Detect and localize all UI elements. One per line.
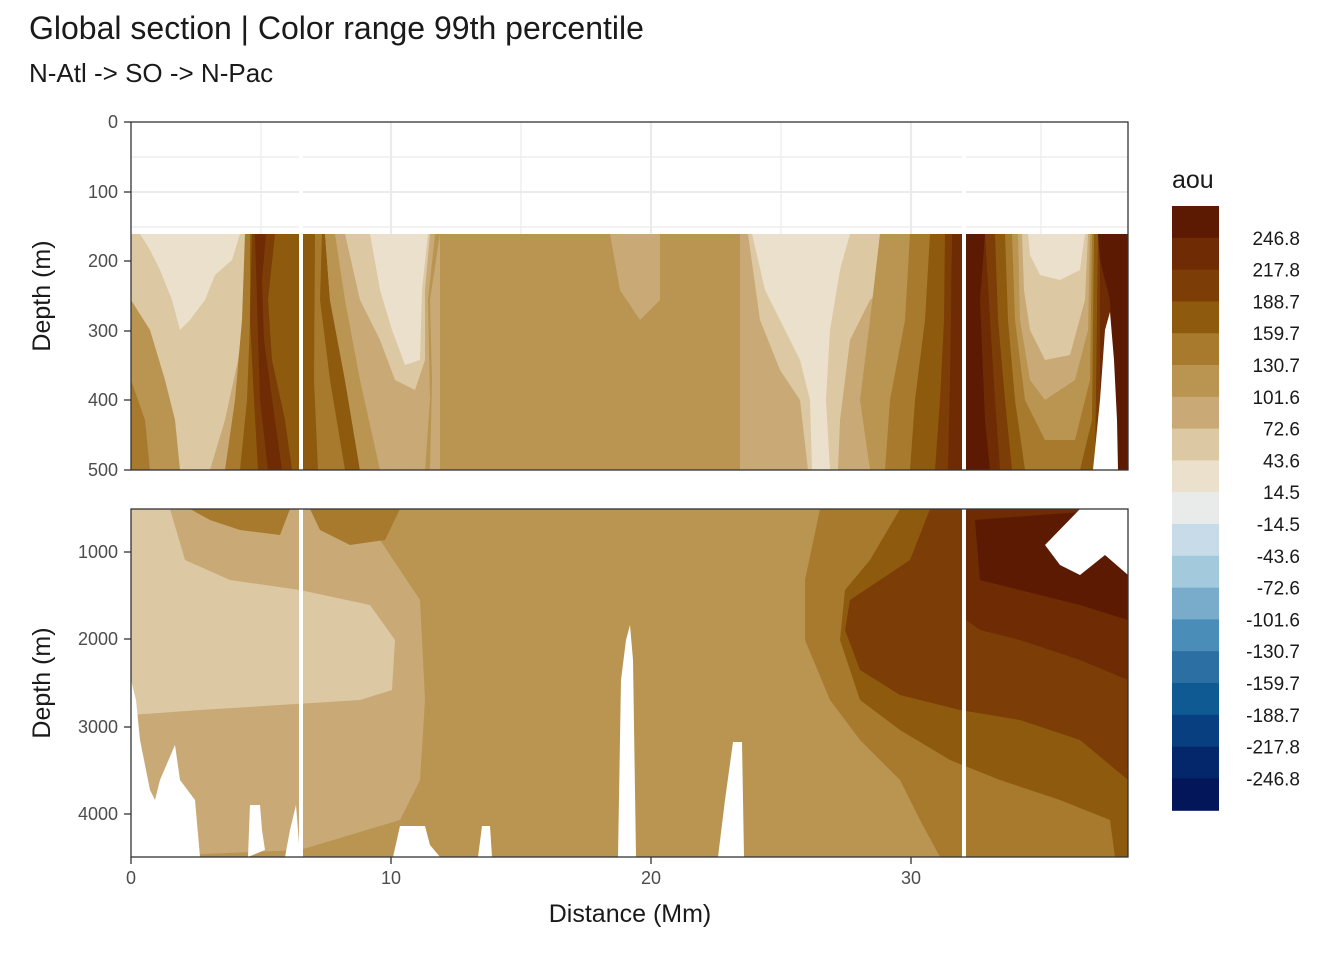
x-tick-label: 10	[381, 868, 401, 888]
contour-band	[131, 509, 395, 715]
y-tick-label: 1000	[78, 542, 118, 562]
legend-label: -130.7	[1246, 642, 1300, 663]
legend-swatch	[1172, 778, 1219, 811]
contour-band	[752, 234, 850, 470]
legend-label: 43.6	[1263, 451, 1300, 472]
legend-label: -188.7	[1246, 706, 1300, 727]
contour-band	[966, 234, 990, 470]
contour-band	[314, 234, 345, 470]
y-tick-label: 4000	[78, 804, 118, 824]
legend-label: -72.6	[1257, 579, 1300, 600]
legend-swatch	[1172, 492, 1219, 525]
section-gap	[299, 122, 303, 470]
y-tick-label: 0	[108, 112, 118, 132]
legend-label: 14.5	[1263, 483, 1300, 504]
x-tick-label: 20	[641, 868, 661, 888]
top-y-axis: 0 100 200 300 400 500	[88, 112, 131, 480]
legend-swatch	[1172, 365, 1219, 398]
missing-data	[618, 625, 636, 857]
legend-colorbar	[1172, 206, 1219, 811]
contour-band	[610, 234, 660, 320]
top-panel: 0 100 200 300 400 500 Depth (m)	[28, 112, 1129, 480]
legend-label: 159.7	[1252, 324, 1300, 345]
chart-title: Global section | Color range 99th percen…	[29, 10, 644, 46]
legend-label: 101.6	[1252, 388, 1300, 409]
contour-band	[948, 234, 962, 470]
legend-label: -246.8	[1246, 769, 1300, 790]
legend-label: 130.7	[1252, 356, 1300, 377]
legend-label: 188.7	[1252, 292, 1300, 313]
y-axis-title: Depth (m)	[28, 240, 56, 351]
legend-swatch	[1172, 555, 1219, 589]
missing-data	[1045, 509, 1128, 575]
y-tick-label: 3000	[78, 717, 118, 737]
section-gap	[962, 122, 966, 470]
y-tick-label: 100	[88, 182, 118, 202]
x-axis: 0 10 20 30	[126, 857, 921, 888]
y-tick-label: 500	[88, 460, 118, 480]
x-axis-title: Distance (Mm)	[549, 900, 712, 928]
legend-swatch	[1172, 746, 1219, 779]
y-tick-label: 200	[88, 251, 118, 271]
legend-label: -217.8	[1246, 738, 1300, 759]
legend-swatch	[1172, 396, 1219, 430]
legend-label: -159.7	[1246, 674, 1300, 695]
y-tick-label: 2000	[78, 629, 118, 649]
legend-label: -43.6	[1257, 547, 1300, 568]
contour-band	[190, 509, 290, 535]
top-contour-field	[131, 122, 1128, 470]
legend-label: 246.8	[1252, 229, 1300, 250]
bottom-y-axis: 1000 2000 3000 4000	[78, 542, 131, 824]
legend-label: -14.5	[1257, 515, 1300, 536]
x-tick-label: 30	[901, 868, 921, 888]
legend-swatch	[1172, 460, 1219, 493]
section-gap	[962, 509, 966, 857]
missing-data	[718, 742, 744, 857]
legend-label: 72.6	[1263, 420, 1300, 441]
bottom-panel: 1000 2000 3000 4000 Depth (m) 0 10 20 30…	[28, 508, 1129, 928]
y-tick-label: 300	[88, 321, 118, 341]
legend-swatch	[1172, 714, 1219, 748]
legend-swatch	[1172, 619, 1219, 652]
contour-band	[140, 234, 240, 330]
section-gap	[299, 509, 303, 857]
contour-band	[131, 380, 150, 470]
contour-band	[370, 234, 428, 365]
missing-data	[131, 680, 200, 857]
y-tick-label: 400	[88, 390, 118, 410]
legend-swatch	[1172, 333, 1219, 366]
legend-swatch	[1172, 428, 1219, 461]
legend-swatch	[1172, 683, 1219, 716]
legend-swatch	[1172, 651, 1219, 684]
legend-title: aou	[1172, 166, 1214, 194]
legend-swatch	[1172, 301, 1219, 334]
legend-label: -101.6	[1246, 610, 1300, 631]
legend-labels: 246.8 217.8 188.7 159.7 130.7 101.6 72.6 43.6 14…	[1246, 229, 1300, 791]
legend-swatch	[1172, 269, 1219, 302]
missing-data	[393, 826, 440, 857]
legend-label: 217.8	[1252, 261, 1300, 282]
legend-swatch	[1172, 587, 1219, 620]
contour-band	[310, 509, 400, 545]
x-tick-label: 0	[126, 868, 136, 888]
legend-swatch	[1172, 524, 1219, 557]
missing-data	[478, 826, 492, 857]
missing-data	[248, 805, 265, 857]
legend-swatch	[1172, 206, 1219, 239]
bottom-contour-field	[131, 509, 1128, 857]
legend-swatch	[1172, 237, 1219, 271]
legend: aou 246.8 217.8 188.7 159.7 130.7 101.6 72.6 43…	[1172, 166, 1300, 811]
chart-subtitle: N-Atl -> SO -> N-Pac	[29, 58, 274, 88]
missing-data	[1093, 312, 1118, 470]
contour-band	[1028, 234, 1085, 280]
y-axis-title-bottom: Depth (m)	[28, 627, 56, 738]
contour-band	[255, 234, 282, 470]
missing-data	[285, 805, 300, 857]
